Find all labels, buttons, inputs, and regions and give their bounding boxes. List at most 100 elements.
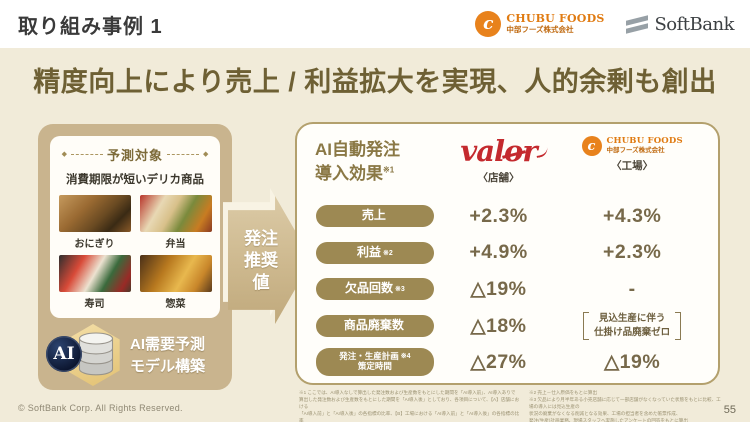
- footnote-left: ※1 ここでは、AI導入なしで算出した発注数および生産数をもとにした期間を「AI…: [299, 390, 521, 422]
- food-grid: おにぎり 弁当 寿司 惣菜: [58, 195, 212, 310]
- copyright: © SoftBank Corp. All Rights Reserved.: [18, 403, 183, 413]
- food-photo-onigiri: [58, 195, 131, 232]
- factory-value: +2.3%: [602, 241, 662, 264]
- softbank-logo: SoftBank: [626, 14, 734, 35]
- page-number: 55: [723, 404, 736, 416]
- footnote-line: ※3 欠品により月半年ある小売店舗に応じて一部店舗がなくなっていた状態をもとに比…: [529, 396, 721, 409]
- zero-waste-line1: 見込生産に伴う: [598, 312, 666, 324]
- results-title-line1: AI自動発注: [315, 140, 400, 159]
- factory-zero-waste-note: 見込生産に伴う 仕掛け品廃棄ゼロ: [583, 311, 682, 342]
- footnote-line: 「AI導入前」と「AI導入後」の各指標の比率、【B】工場における「AI導入前」と…: [299, 410, 520, 422]
- slide-header-title: 取り組み事例 1: [18, 15, 163, 38]
- footnote-line: 算出した発注数および生産数をもとにした期間を「AI導入後」としており、各項目につ…: [299, 396, 520, 409]
- softbank-wordmark: SoftBank: [654, 13, 734, 35]
- table-row-sales: 売上 +2.3% +4.3%: [309, 198, 708, 235]
- store-value: +4.9%: [469, 241, 528, 264]
- table-row-stockouts: 欠品回数 ※3 △19% -: [309, 271, 708, 308]
- row-label: 利益 ※2: [356, 244, 393, 259]
- store-value: △18%: [470, 314, 527, 337]
- ai-model-section: AI AI需要予測 モデル構築: [38, 322, 232, 390]
- footnote-line: ※1 ここでは、AI導入なしで算出した発注数および生産数をもとにした期間を「AI…: [299, 390, 516, 395]
- dashed-line: [70, 154, 103, 155]
- results-title-note: ※1: [383, 165, 395, 175]
- arrow-label-line1: 発注: [244, 228, 278, 248]
- softbank-bars-icon: [626, 14, 649, 34]
- food-caption: おにぎり: [74, 239, 115, 250]
- chubu-foods-mark-icon: c: [475, 11, 502, 37]
- food-item-onigiri: おにぎり: [58, 195, 131, 250]
- chubu-foods-logo-small: c CHUBU FOODS 中部フーズ株式会社: [581, 136, 683, 156]
- prediction-header-label: 予測対象: [106, 148, 163, 163]
- store-value: △27%: [470, 351, 527, 374]
- footnote-line: 発注(生産)計画業務、現場スタッフへ実施したアンケートの回答をもとに算出: [529, 417, 688, 422]
- row-label: 欠品回数 ※3: [344, 281, 405, 296]
- store-column-sub: 〈店舗〉: [477, 171, 520, 184]
- row-label-line2: 策定時間: [357, 361, 392, 372]
- factory-value: △19%: [604, 351, 661, 374]
- factory-value: +4.3%: [602, 204, 662, 227]
- ai-model-label: AI需要予測 モデル構築: [130, 334, 205, 378]
- results-panel: AI自動発注 導入効果※1 valor 〈店舗〉 c CHUBU FOODS 中…: [295, 122, 720, 385]
- food-item-souzai: 惣菜: [139, 255, 212, 310]
- row-label-pill: 発注・生産計画 ※4 策定時間: [315, 348, 434, 377]
- diamond-icon: ◆: [61, 151, 67, 158]
- row-label: 発注・生産計画 ※4: [339, 351, 411, 362]
- zero-waste-line2: 仕掛け品廃棄ゼロ: [594, 326, 671, 338]
- footnote-line: ※2 売上－仕入原価をもとに算出: [529, 390, 598, 395]
- store-value: △19%: [470, 278, 527, 301]
- footnote-line: 状況の廃棄がなくなる削減となる効果、工場の担当者を含めた帳票作成、: [529, 410, 681, 416]
- footnotes: ※1 ここでは、AI導入なしで算出した発注数および生産数をもとにした期間を「AI…: [299, 390, 725, 422]
- chubu-foods-company: 中部フーズ株式会社: [506, 25, 574, 34]
- chubu-foods-name: CHUBU FOODS: [606, 136, 683, 147]
- row-label: 売上: [361, 208, 386, 223]
- factory-column-header: c CHUBU FOODS 中部フーズ株式会社 〈工場〉: [556, 134, 708, 198]
- prediction-header: ◆ 予測対象 ◆: [58, 145, 212, 164]
- arrow-label-line3: 値: [252, 272, 270, 292]
- chubu-foods-company: 中部フーズ株式会社: [606, 147, 665, 155]
- ai-model-label-line1: AI需要予測: [130, 336, 206, 353]
- prediction-panel: ◆ 予測対象 ◆ 消費期限が短いデリカ商品 おにぎり 弁当 寿司: [38, 124, 232, 390]
- food-caption: 惣菜: [165, 299, 186, 310]
- ai-model-label-line2: モデル構築: [130, 357, 206, 375]
- results-rows: 売上 +2.3% +4.3% 利益 ※2 +4.9% +2.3% 欠品回数 ※3 △…: [309, 198, 708, 381]
- top-bar: 取り組み事例 1 c CHUBU FOODS 中部フーズ株式会社 SoftBan…: [0, 0, 750, 48]
- results-title: AI自動発注 導入効果※1: [309, 134, 441, 198]
- food-photo-sushi: [58, 255, 131, 292]
- food-item-sushi: 寿司: [58, 255, 131, 310]
- factory-value: -: [628, 277, 636, 300]
- food-caption: 寿司: [84, 299, 105, 310]
- valor-logo-o: o: [504, 134, 523, 168]
- chubu-foods-logo-text: CHUBU FOODS 中部フーズ株式会社: [606, 136, 683, 155]
- chubu-foods-logo-text: CHUBU FOODS 中部フーズ株式会社: [506, 13, 604, 34]
- slide-main-title: 精度向上により売上 / 利益拡大を実現、人的余剰も創出: [33, 67, 717, 97]
- row-label: 商品廃棄数: [343, 317, 404, 332]
- row-label-pill: 売上: [315, 205, 434, 228]
- factory-column-sub: 〈工場〉: [611, 160, 654, 172]
- prediction-card: ◆ 予測対象 ◆ 消費期限が短いデリカ商品 おにぎり 弁当 寿司: [50, 136, 220, 318]
- food-item-bento: 弁当: [139, 195, 212, 250]
- chubu-foods-mark-icon: c: [581, 136, 602, 156]
- database-icon: [78, 332, 114, 376]
- row-label-pill: 欠品回数 ※3: [315, 278, 434, 301]
- store-column-header: valor 〈店舗〉: [441, 134, 557, 198]
- results-title-line2: 導入効果: [315, 163, 383, 183]
- results-header: AI自動発注 導入効果※1 valor 〈店舗〉 c CHUBU FOODS 中…: [309, 134, 708, 198]
- bracket-left-icon: [583, 311, 590, 340]
- valor-logo: valor: [460, 134, 537, 168]
- food-photo-souzai: [139, 255, 212, 292]
- chubu-foods-logo: c CHUBU FOODS 中部フーズ株式会社: [475, 11, 604, 37]
- chubu-foods-name: CHUBU FOODS: [506, 12, 605, 26]
- valor-logo-text: r: [522, 134, 537, 168]
- logo-group: c CHUBU FOODS 中部フーズ株式会社 SoftBank: [475, 11, 734, 37]
- valor-logo-text: val: [460, 134, 505, 168]
- table-row-profit: 利益 ※2 +4.9% +2.3%: [309, 235, 708, 272]
- dashed-line: [167, 154, 199, 155]
- row-label-pill: 利益 ※2: [315, 241, 434, 264]
- store-value: +2.3%: [469, 204, 528, 227]
- arrow-label-line2: 推奨: [244, 250, 278, 270]
- food-caption: 弁当: [165, 239, 186, 250]
- table-row-waste: 商品廃棄数 △18% 見込生産に伴う 仕掛け品廃棄ゼロ: [309, 308, 708, 345]
- table-row-planning-time: 発注・生産計画 ※4 策定時間 △27% △19%: [309, 344, 708, 381]
- diamond-icon: ◆: [203, 151, 209, 158]
